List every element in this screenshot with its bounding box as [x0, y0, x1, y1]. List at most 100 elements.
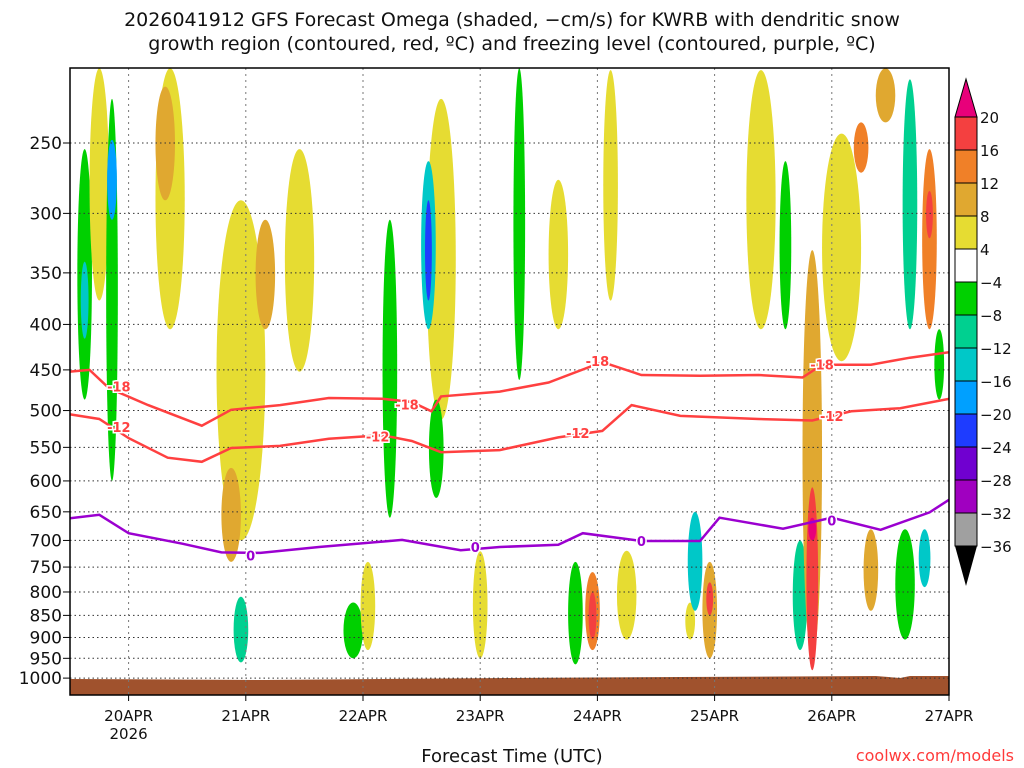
omega-region [875, 68, 896, 123]
colorbar-label: −12 [980, 340, 1012, 358]
omega-region [425, 200, 432, 301]
y-tick-label: 400 [30, 315, 62, 335]
omega-region [360, 561, 376, 651]
chart-title-line1: 2026041912 GFS Forecast Omega (shaded, −… [124, 9, 900, 31]
contour-dgz-minus12 [70, 397, 949, 464]
colorbar-swatch [954, 182, 978, 217]
y-tick-label: 350 [30, 264, 62, 284]
colorbar-label: −20 [980, 406, 1012, 424]
contour-label: 0 [246, 550, 255, 565]
y-tick-label: 750 [30, 558, 62, 578]
x-tick-label: 24APR [573, 707, 622, 725]
omega-region [616, 550, 637, 640]
omega-region [80, 261, 89, 339]
contour-label: -18 [395, 398, 419, 413]
colorbar-swatch [954, 116, 978, 151]
omega-region [343, 602, 363, 659]
contour-label: 0 [471, 541, 480, 556]
chart-title-line2: growth region (contoured, red, ºC) and f… [148, 33, 876, 55]
colorbar-label: −4 [980, 274, 1002, 292]
colorbar-swatch [954, 149, 978, 184]
y-tick-label: 850 [30, 606, 62, 626]
omega-region [284, 149, 315, 372]
terrain-ground [70, 676, 949, 695]
x-tick-label: 20APR [104, 707, 153, 725]
colorbar-label: 12 [980, 175, 999, 193]
omega-region [255, 219, 276, 330]
y-tick-label: 600 [30, 472, 62, 492]
colorbar-top-arrow [954, 77, 978, 118]
omega-region [822, 133, 862, 362]
plot-frame [69, 67, 950, 696]
omega-region [89, 68, 110, 301]
y-tick-label: 900 [30, 628, 62, 648]
omega-region [746, 70, 776, 330]
colorbar-swatch [954, 380, 978, 415]
contour-label: -12 [566, 427, 590, 442]
colorbar-swatch [954, 281, 978, 316]
colorbar-swatch [954, 347, 978, 382]
colorbar-label: 8 [980, 208, 990, 226]
x-tick-sublabel: 2026 [110, 725, 148, 743]
omega-region [513, 68, 526, 381]
colorbar-label: −28 [980, 472, 1012, 490]
omega-region [926, 190, 933, 239]
x-tick-label: 26APR [807, 707, 856, 725]
x-tick-label: 22APR [339, 707, 388, 725]
colorbar-swatch [954, 413, 978, 448]
colorbar-swatch [954, 512, 978, 547]
omega-region [863, 529, 879, 611]
colorbar-label: 4 [980, 241, 990, 259]
omega-region [603, 70, 618, 301]
omega-region [902, 79, 918, 330]
credit-text: coolwx.com/models [855, 746, 1014, 765]
omega-region [687, 511, 703, 611]
y-tick-label: 500 [30, 402, 62, 422]
omega-region [216, 200, 266, 541]
colorbar-swatch [954, 314, 978, 349]
colorbar-label: 16 [980, 142, 999, 160]
contour-label: -12 [366, 431, 390, 446]
contour-label: 0 [827, 515, 836, 530]
contour-label: -12 [820, 410, 844, 425]
omega-region [233, 596, 249, 663]
omega-region [792, 540, 808, 651]
plot-area: -18 -18 -18 -18 -12 -12 -12 -12 0 0 0 0 [70, 68, 949, 695]
x-tick-label: 25APR [690, 707, 739, 725]
colorbar-label: −36 [980, 538, 1012, 556]
y-tick-label: 1000 [19, 669, 62, 689]
contour-label: -18 [586, 355, 610, 370]
omega-region [853, 122, 869, 173]
omega-region [779, 161, 792, 330]
contour-dgz-minus18 [70, 351, 949, 428]
contour-label: -18 [810, 359, 834, 374]
omega-region [428, 399, 444, 498]
colorbar-label: −32 [980, 505, 1012, 523]
omega-region [548, 179, 569, 330]
colorbar-label: 20 [980, 109, 999, 127]
colorbar-label: −16 [980, 373, 1012, 391]
omega-region [806, 487, 819, 671]
omega-region [706, 582, 714, 616]
omega-region [472, 551, 488, 659]
y-tick-label: 700 [30, 531, 62, 551]
x-tick-label: 21APR [221, 707, 270, 725]
y-tick-label: 800 [30, 583, 62, 603]
x-tick-label: 23APR [456, 707, 505, 725]
y-tick-label: 450 [30, 361, 62, 381]
colorbar-label: −8 [980, 307, 1002, 325]
y-tick-label: 250 [30, 134, 62, 154]
y-tick-label: 300 [30, 204, 62, 224]
contour-freezing-level [70, 498, 949, 555]
omega-region [426, 98, 456, 420]
omega-region [382, 219, 398, 518]
x-axis-label: Forecast Time (UTC) [421, 746, 603, 767]
omega-region [221, 467, 241, 562]
contour-label: -18 [107, 381, 131, 396]
colorbar-swatch [954, 479, 978, 514]
x-tick-label: 27APR [925, 707, 974, 725]
omega-region [685, 602, 696, 640]
omega-region [918, 529, 931, 588]
